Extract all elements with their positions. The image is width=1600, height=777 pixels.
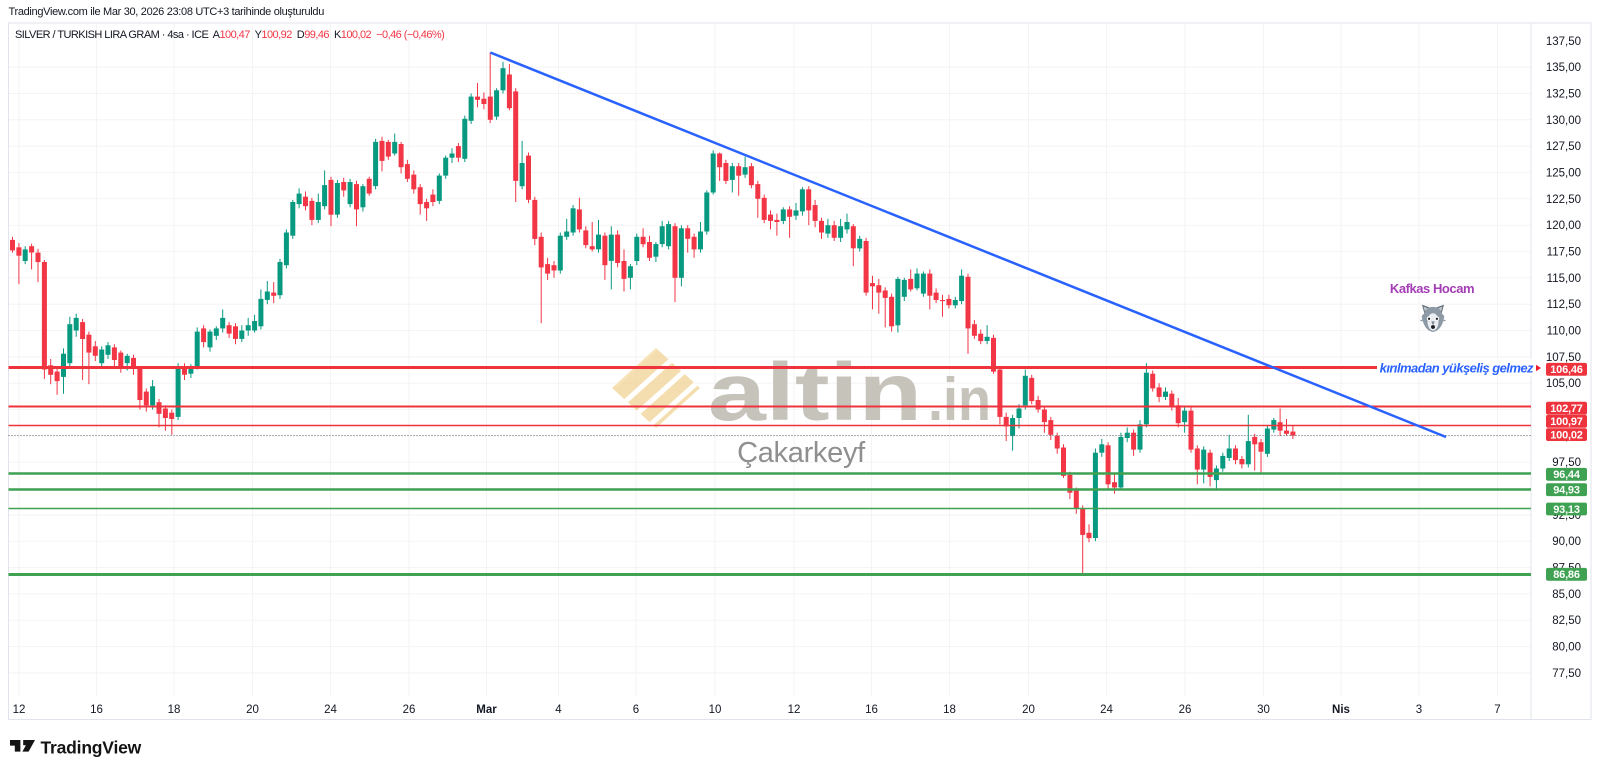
svg-text:130,00: 130,00 xyxy=(1546,115,1581,127)
svg-text:80,00: 80,00 xyxy=(1552,642,1581,654)
svg-text:4: 4 xyxy=(555,704,562,716)
svg-text:100,97: 100,97 xyxy=(1550,416,1583,428)
svg-text:24: 24 xyxy=(324,704,337,716)
svg-text:127,50: 127,50 xyxy=(1546,141,1581,153)
svg-text:137,50: 137,50 xyxy=(1546,36,1581,48)
svg-text:112,50: 112,50 xyxy=(1547,299,1581,311)
svg-text:10: 10 xyxy=(709,704,722,716)
svg-text:.in: .in xyxy=(928,366,991,433)
svg-text:82,50: 82,50 xyxy=(1552,615,1581,627)
svg-text:kırılmadan yükşeliş gelmez: kırılmadan yükşeliş gelmez xyxy=(1380,361,1534,376)
svg-text:106,46: 106,46 xyxy=(1550,364,1583,376)
svg-text:93,13: 93,13 xyxy=(1553,504,1580,516)
svg-text:Kafkas Hocam: Kafkas Hocam xyxy=(1390,281,1474,296)
svg-text:77,50: 77,50 xyxy=(1552,668,1581,680)
svg-text:117,50: 117,50 xyxy=(1547,247,1581,259)
svg-text:16: 16 xyxy=(865,704,878,716)
svg-text:26: 26 xyxy=(403,704,416,716)
svg-text:86,86: 86,86 xyxy=(1553,569,1580,581)
svg-text:115,00: 115,00 xyxy=(1547,273,1581,285)
svg-text:20: 20 xyxy=(246,704,259,716)
svg-text:20: 20 xyxy=(1022,704,1035,716)
svg-text:3: 3 xyxy=(1416,704,1422,716)
svg-text:125,00: 125,00 xyxy=(1546,168,1581,180)
svg-text:24: 24 xyxy=(1100,704,1113,716)
svg-text:26: 26 xyxy=(1179,704,1192,716)
svg-text:Çakarkeyf: Çakarkeyf xyxy=(737,437,866,469)
svg-text:85,00: 85,00 xyxy=(1552,589,1581,601)
svg-text:18: 18 xyxy=(168,704,181,716)
svg-text:100,02: 100,02 xyxy=(1550,429,1583,441)
svg-text:16: 16 xyxy=(90,704,103,716)
svg-text:122,50: 122,50 xyxy=(1546,194,1581,206)
svg-text:96,44: 96,44 xyxy=(1553,469,1581,481)
svg-text:12: 12 xyxy=(788,704,801,716)
svg-text:105,00: 105,00 xyxy=(1546,378,1581,390)
svg-text:7: 7 xyxy=(1494,704,1500,716)
svg-text:135,00: 135,00 xyxy=(1546,62,1581,74)
svg-text:6: 6 xyxy=(633,704,639,716)
svg-text:30: 30 xyxy=(1257,704,1270,716)
svg-text:97,50: 97,50 xyxy=(1552,457,1581,469)
svg-text:12: 12 xyxy=(13,704,26,716)
svg-text:120,00: 120,00 xyxy=(1546,220,1581,232)
svg-text:Nis: Nis xyxy=(1332,704,1350,716)
svg-text:TradingView: TradingView xyxy=(41,738,142,758)
svg-text:94,93: 94,93 xyxy=(1553,485,1580,497)
svg-text:Mar: Mar xyxy=(476,704,497,716)
svg-text:107,50: 107,50 xyxy=(1546,352,1581,364)
svg-text:102,77: 102,77 xyxy=(1550,403,1583,415)
svg-text:132,50: 132,50 xyxy=(1546,89,1581,101)
svg-text:altin: altin xyxy=(708,346,922,438)
svg-text:90,00: 90,00 xyxy=(1552,536,1581,548)
svg-text:18: 18 xyxy=(943,704,956,716)
svg-text:110,00: 110,00 xyxy=(1547,326,1581,338)
